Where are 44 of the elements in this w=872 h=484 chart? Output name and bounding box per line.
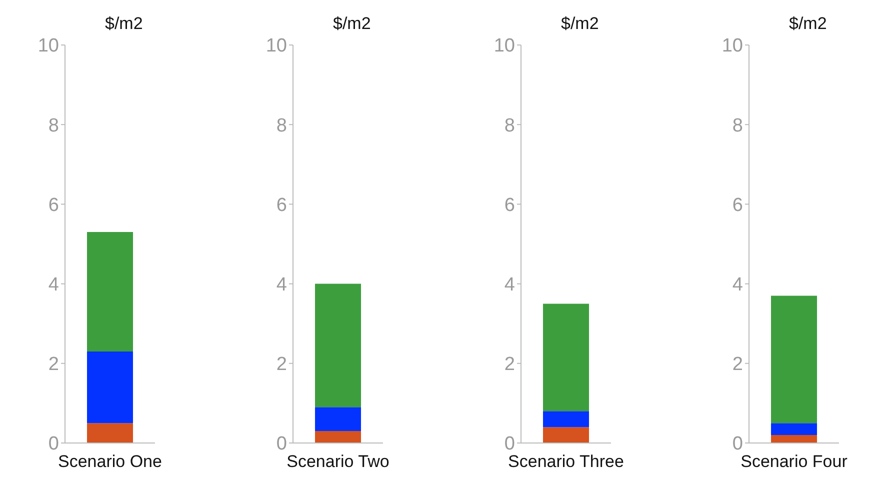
bar: [771, 435, 817, 443]
y-tick-label: 2: [732, 354, 743, 376]
bar: [315, 407, 361, 432]
y-tick-label: 8: [504, 115, 515, 136]
y-tick-label: 0: [276, 434, 287, 455]
y-axis-title: $/m2: [105, 14, 143, 34]
y-tick-label: 2: [276, 354, 287, 376]
bar: [771, 296, 817, 424]
y-tick-label: 6: [48, 194, 59, 216]
bar: [87, 351, 133, 424]
x-tick-label: Scenario Two: [286, 452, 390, 471]
y-axis-title: $/m2: [789, 14, 827, 34]
bar: [771, 423, 817, 436]
y-tick-label: 10: [38, 36, 59, 57]
y-tick-label: 4: [732, 274, 744, 296]
bar: [87, 423, 133, 443]
y-tick-label: 8: [276, 115, 287, 136]
y-tick-label: 8: [732, 115, 743, 136]
x-tick-label: Scenario Three: [508, 452, 624, 471]
y-tick-label: 4: [276, 274, 288, 296]
bar: [87, 232, 133, 352]
x-tick-label: Scenario One: [58, 452, 162, 471]
bar: [543, 427, 589, 443]
y-tick-label: 4: [504, 274, 516, 296]
bar: [543, 304, 589, 412]
y-tick-label: 0: [48, 434, 59, 455]
y-tick-label: 6: [504, 194, 515, 216]
y-tick-label: 6: [732, 194, 743, 216]
y-tick-label: 6: [276, 194, 287, 216]
y-tick-label: 2: [48, 354, 59, 376]
y-tick-label: 2: [504, 354, 515, 376]
bar: [315, 431, 361, 443]
y-tick-label: 10: [494, 36, 515, 57]
y-axis-title: $/m2: [333, 14, 371, 34]
x-tick-label: Scenario Four: [740, 452, 848, 471]
y-tick-label: 4: [48, 274, 60, 296]
y-tick-label: 10: [722, 36, 743, 57]
bar: [315, 284, 361, 408]
y-axis-title: $/m2: [561, 14, 599, 34]
y-tick-label: 8: [48, 115, 59, 136]
y-tick-label: 0: [732, 434, 743, 455]
y-tick-label: 10: [266, 36, 287, 57]
y-tick-label: 0: [504, 434, 515, 455]
bar: [543, 411, 589, 428]
